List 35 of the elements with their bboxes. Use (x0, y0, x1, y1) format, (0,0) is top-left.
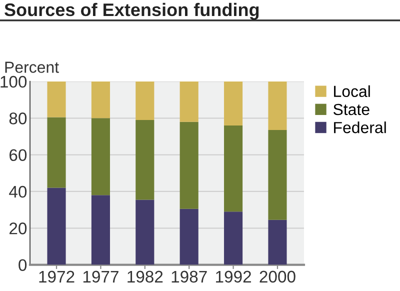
x-tick-label: 1982 (128, 270, 163, 283)
x-tick-label: 1987 (172, 270, 207, 283)
bar (47, 188, 66, 265)
legend-label: Local (334, 85, 370, 98)
bar (91, 195, 110, 265)
legend-label: Federal (334, 121, 386, 134)
bar (136, 200, 154, 265)
bar (136, 120, 154, 200)
legend-label: State (333, 104, 370, 116)
bar (91, 118, 110, 196)
bar (91, 81, 110, 118)
bar (136, 81, 154, 120)
bar (180, 81, 198, 122)
x-tick-label: 2000 (260, 270, 296, 283)
y-tick-label: 60 (10, 149, 27, 162)
x-tick-label: 1992 (216, 270, 251, 283)
bar (180, 122, 198, 209)
y-axis-title: Percent (5, 62, 59, 73)
y-tick-label: 40 (9, 186, 27, 198)
x-tick-label: 1972 (39, 270, 74, 283)
bar (47, 117, 66, 188)
y-tick-label: 20 (10, 222, 27, 234)
bar (224, 125, 243, 212)
x-tick-label: 1977 (83, 270, 118, 283)
bar (268, 130, 287, 220)
bar (224, 212, 243, 265)
y-tick-label: 100 (0, 76, 27, 88)
y-tick-label: 0 (18, 259, 27, 272)
y-tick-label: 80 (9, 112, 27, 124)
chart-title: Sources of Extension funding (4, 2, 259, 20)
bar (47, 81, 66, 118)
bar (180, 208, 198, 265)
bar (268, 220, 287, 265)
bar (268, 81, 287, 130)
bar (224, 81, 243, 126)
